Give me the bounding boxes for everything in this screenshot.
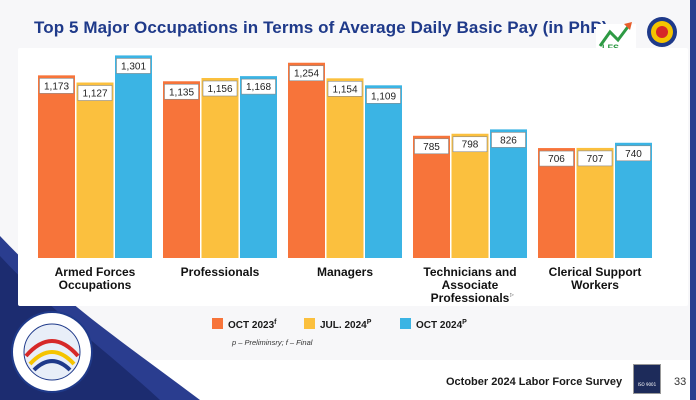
category-label: Clerical Support	[549, 265, 642, 279]
legend-swatch	[212, 318, 223, 329]
bar	[38, 75, 75, 259]
category-label: Technicians and	[423, 265, 516, 279]
value-label: 707	[587, 154, 604, 165]
category-label: Workers	[571, 278, 619, 292]
value-label-box	[366, 88, 401, 104]
legend-label: OCT 2023f	[228, 319, 277, 331]
category-label: Managers	[317, 265, 373, 279]
value-labels-group: 1,173 1,135 1,254 785 706 1,127 1,156 1,154 798 7…	[39, 58, 651, 167]
value-label: 1,301	[121, 61, 146, 72]
bar	[201, 77, 239, 258]
bar	[115, 55, 152, 259]
bars-group	[38, 55, 652, 259]
legend: OCT 2023f JUL. 2024P OCT 2024P	[212, 318, 467, 331]
value-label-box	[327, 81, 363, 97]
value-label: 1,254	[294, 69, 319, 80]
value-label: 1,109	[371, 91, 396, 102]
value-label-box	[414, 138, 449, 155]
iso-badge: ISO 9001	[633, 364, 661, 394]
page-number: 33	[674, 376, 687, 388]
bar	[326, 78, 364, 258]
bagong-pilipinas-logo-icon	[647, 17, 677, 47]
value-label-box	[491, 132, 526, 148]
bar	[413, 135, 450, 258]
bar	[365, 85, 402, 258]
bar	[451, 133, 489, 258]
value-label-box	[77, 85, 113, 101]
bar	[288, 62, 325, 259]
value-label: 798	[462, 140, 479, 151]
value-label: 1,135	[169, 87, 194, 98]
legend-note: p – Preliminsry; f – Final	[232, 338, 313, 347]
value-label-box	[539, 150, 574, 167]
value-label: 1,168	[246, 82, 271, 93]
value-label-box	[289, 65, 324, 82]
value-label: 785	[423, 142, 440, 153]
legend-swatch	[400, 318, 411, 329]
value-label-box	[577, 150, 613, 167]
value-label: 740	[625, 149, 642, 160]
value-label-box	[202, 80, 238, 97]
legend-swatch	[304, 318, 315, 329]
value-label-box	[452, 136, 488, 153]
bar	[163, 81, 200, 258]
legend-label: JUL. 2024P	[320, 319, 372, 331]
value-label: 1,173	[44, 81, 69, 92]
value-label: 1,156	[207, 84, 232, 95]
value-label: 826	[500, 135, 517, 146]
footer-title: October 2024 Labor Force Survey	[446, 376, 623, 388]
category-label: Associate	[442, 278, 499, 292]
bar	[76, 82, 114, 258]
value-label: 1,154	[332, 84, 357, 95]
right-edge-band	[690, 0, 696, 400]
category-label: Professionals	[431, 291, 510, 305]
value-label-box	[116, 58, 151, 74]
value-label: 706	[548, 154, 565, 165]
cursor-icon: ▹	[510, 290, 515, 299]
category-label: Professionals	[181, 265, 260, 279]
bar	[240, 76, 277, 258]
value-label-box	[241, 78, 276, 95]
value-label-box	[39, 78, 74, 94]
bar	[490, 129, 527, 258]
category-label: Occupations	[59, 278, 132, 292]
value-label-box	[616, 145, 651, 162]
category-label: Armed Forces	[55, 265, 136, 279]
chart-title: Top 5 Major Occupations in Terms of Aver…	[34, 18, 608, 37]
bar	[538, 148, 575, 258]
bar	[576, 147, 614, 258]
bar	[615, 142, 652, 258]
legend-label: OCT 2024P	[416, 319, 467, 331]
value-label-box	[164, 83, 199, 100]
psa-logo-icon	[11, 311, 93, 393]
value-label: 1,127	[82, 89, 107, 100]
